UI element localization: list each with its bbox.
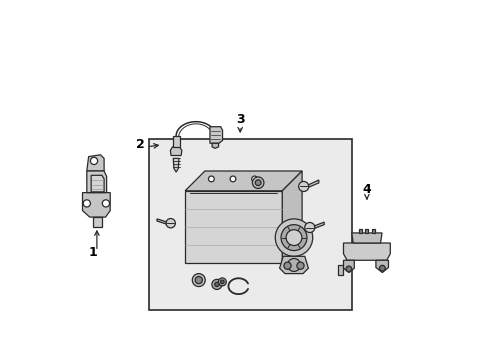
Text: 1: 1 [89,246,98,258]
Text: 3: 3 [235,113,244,126]
Circle shape [285,230,301,246]
Text: 4: 4 [362,183,370,195]
Circle shape [287,258,300,271]
Circle shape [218,278,226,286]
Circle shape [230,176,235,182]
Circle shape [192,274,205,287]
Polygon shape [314,222,324,228]
Circle shape [346,266,351,272]
Polygon shape [351,233,381,243]
Bar [365,229,367,233]
Circle shape [281,225,306,251]
Circle shape [255,180,261,186]
Circle shape [166,219,175,228]
Circle shape [284,262,290,269]
Polygon shape [279,256,308,274]
Polygon shape [91,175,104,192]
Circle shape [379,265,385,271]
Circle shape [252,177,264,189]
Circle shape [275,219,312,256]
Circle shape [298,181,308,192]
Circle shape [296,262,304,269]
Polygon shape [185,191,282,263]
Circle shape [208,176,214,182]
Bar [149,139,352,310]
Polygon shape [212,143,218,148]
Bar [358,229,361,233]
Polygon shape [308,180,318,187]
Polygon shape [343,243,389,260]
Circle shape [102,200,109,207]
Polygon shape [282,171,302,263]
Polygon shape [157,219,166,224]
Polygon shape [375,260,387,273]
Polygon shape [185,171,302,191]
Polygon shape [209,127,222,143]
Circle shape [90,157,98,165]
Polygon shape [82,193,110,217]
Polygon shape [173,158,179,172]
Polygon shape [170,147,182,156]
Polygon shape [87,155,104,171]
Polygon shape [337,265,343,275]
Polygon shape [87,171,106,193]
Circle shape [304,222,314,233]
Circle shape [220,280,224,284]
Text: 2: 2 [136,138,144,150]
Circle shape [211,279,222,289]
Bar [172,136,179,147]
Circle shape [83,200,90,207]
Bar [371,229,374,233]
Polygon shape [343,260,354,273]
Bar [93,217,102,227]
Circle shape [214,282,219,287]
Circle shape [251,176,257,182]
Circle shape [195,276,202,284]
